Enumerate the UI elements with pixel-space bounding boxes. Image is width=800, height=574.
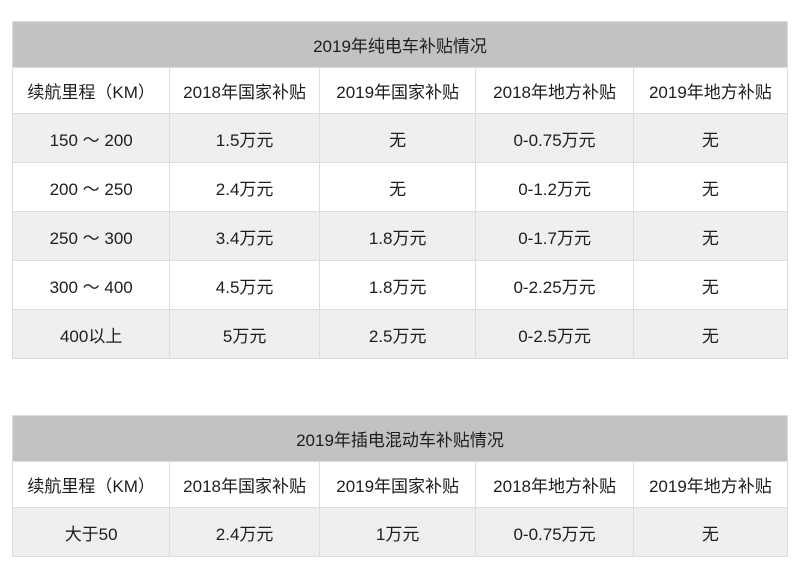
column-header-2018-national: 2018年国家补贴 <box>169 67 320 114</box>
table-cell: 0-2.5万元 <box>475 309 634 359</box>
table-cell: 2.4万元 <box>169 507 320 557</box>
column-header-2019-local: 2019年地方补贴 <box>632 67 789 114</box>
table-cell: 无 <box>632 309 789 359</box>
column-header-2019-national: 2019年国家补贴 <box>318 67 477 114</box>
table-cell: 200 ～ 250 <box>11 162 171 212</box>
column-header-2018-local: 2018年地方补贴 <box>475 461 634 508</box>
table-cell: 无 <box>318 162 477 212</box>
table-cell: 0-1.2万元 <box>475 162 634 212</box>
table-title: 2019年纯电车补贴情况 <box>12 21 788 68</box>
table-cell: 无 <box>632 162 789 212</box>
table-cell: 0-0.75万元 <box>475 507 634 557</box>
table-cell: 无 <box>632 507 789 557</box>
table-title-row: 2019年纯电车补贴情况 <box>12 21 788 68</box>
table-cell: 无 <box>632 113 789 163</box>
table-row: 150 ～ 200 1.5万元 无 0-0.75万元 无 <box>11 113 789 163</box>
table-cell: 300 ～ 400 <box>11 260 171 310</box>
table-cell: 4.5万元 <box>169 260 320 310</box>
table-cell: 1.8万元 <box>318 211 477 261</box>
table-cell: 无 <box>318 113 477 163</box>
table-cell: 150 ～ 200 <box>11 113 171 163</box>
phev-subsidy-table: 2019年插电混动车补贴情况 续航里程（KM） 2018年国家补贴 2019年国… <box>11 415 789 557</box>
table-header-row: 续航里程（KM） 2018年国家补贴 2019年国家补贴 2018年地方补贴 2… <box>11 461 789 508</box>
pure-ev-subsidy-table: 2019年纯电车补贴情况 续航里程（KM） 2018年国家补贴 2019年国家补… <box>11 21 789 359</box>
table-cell: 大于50 <box>11 507 171 557</box>
column-header-range: 续航里程（KM） <box>11 67 171 114</box>
column-header-2019-local: 2019年地方补贴 <box>632 461 789 508</box>
table-row: 200 ～ 250 2.4万元 无 0-1.2万元 无 <box>11 162 789 212</box>
table-cell: 2.5万元 <box>318 309 477 359</box>
table-cell: 1.8万元 <box>318 260 477 310</box>
table-cell: 0-2.25万元 <box>475 260 634 310</box>
table-row: 400以上 5万元 2.5万元 0-2.5万元 无 <box>11 309 789 359</box>
table-title-row: 2019年插电混动车补贴情况 <box>12 415 788 462</box>
table-title: 2019年插电混动车补贴情况 <box>12 415 788 462</box>
table-header-row: 续航里程（KM） 2018年国家补贴 2019年国家补贴 2018年地方补贴 2… <box>11 67 789 114</box>
table-cell: 2.4万元 <box>169 162 320 212</box>
table-cell: 250 ～ 300 <box>11 211 171 261</box>
column-header-2018-local: 2018年地方补贴 <box>475 67 634 114</box>
table-cell: 0-0.75万元 <box>475 113 634 163</box>
table-cell: 1万元 <box>318 507 477 557</box>
table-cell: 无 <box>632 260 789 310</box>
column-header-2018-national: 2018年国家补贴 <box>169 461 320 508</box>
table-cell: 无 <box>632 211 789 261</box>
table-cell: 400以上 <box>11 309 171 359</box>
table-row: 大于50 2.4万元 1万元 0-0.75万元 无 <box>11 507 789 557</box>
table-cell: 0-1.7万元 <box>475 211 634 261</box>
column-header-range: 续航里程（KM） <box>11 461 171 508</box>
table-row: 300 ～ 400 4.5万元 1.8万元 0-2.25万元 无 <box>11 260 789 310</box>
table-row: 250 ～ 300 3.4万元 1.8万元 0-1.7万元 无 <box>11 211 789 261</box>
table-cell: 3.4万元 <box>169 211 320 261</box>
column-header-2019-national: 2019年国家补贴 <box>318 461 477 508</box>
table-cell: 1.5万元 <box>169 113 320 163</box>
table-cell: 5万元 <box>169 309 320 359</box>
